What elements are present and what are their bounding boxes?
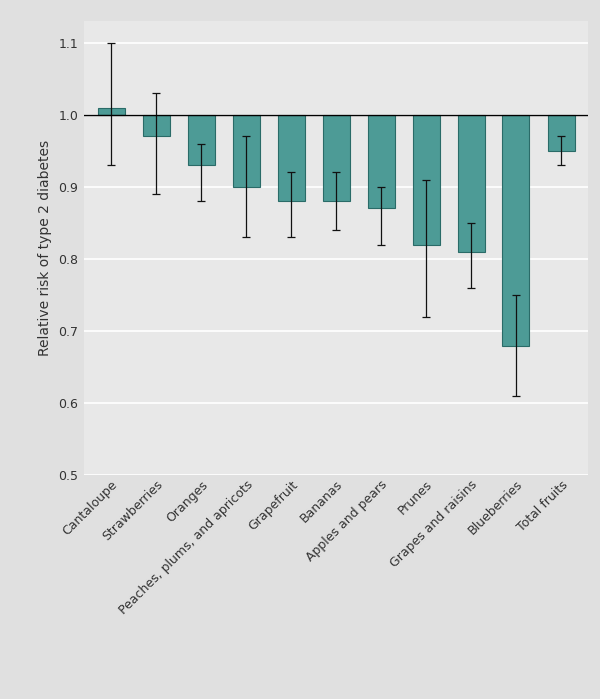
- Bar: [548, 115, 575, 151]
- Bar: [502, 115, 529, 345]
- Bar: [98, 108, 125, 115]
- Y-axis label: Relative risk of type 2 diabetes: Relative risk of type 2 diabetes: [38, 140, 52, 356]
- Bar: [187, 115, 215, 165]
- Bar: [413, 115, 439, 245]
- Bar: [458, 115, 485, 252]
- Bar: [323, 115, 349, 201]
- Bar: [233, 115, 260, 187]
- Bar: [143, 115, 170, 136]
- Bar: [367, 115, 395, 208]
- Bar: [277, 115, 305, 201]
